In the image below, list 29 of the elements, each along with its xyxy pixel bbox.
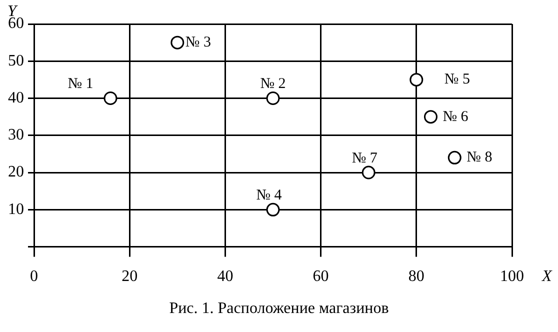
text: Рис. 1. Расположение магазинов <box>168 300 390 318</box>
point <box>362 166 376 180</box>
x-axis-title: X <box>541 268 553 286</box>
annotation: № 5 <box>444 72 470 88</box>
point <box>448 150 462 164</box>
annotation: № 1 <box>68 76 94 92</box>
annotation: № 3 <box>185 34 211 51</box>
annotation: № 8 <box>466 150 492 166</box>
x-tick-label: 20 <box>122 268 138 286</box>
x-tick-label: 0 <box>30 268 38 286</box>
y-tick-label: 30 <box>8 126 24 144</box>
point <box>266 202 280 216</box>
y-tick-label: 50 <box>8 52 24 70</box>
y-tick-label: 40 <box>8 89 24 106</box>
y-tick-label: 20 <box>8 164 24 181</box>
point <box>266 92 280 106</box>
x-tick-label: 40 <box>217 268 234 286</box>
x-tick-label: 80 <box>408 268 424 286</box>
point <box>410 72 424 86</box>
annotation: № 6 <box>442 108 469 125</box>
x-tick-label: 60 <box>312 268 329 286</box>
point <box>104 92 118 106</box>
annotation: № 2 <box>260 76 286 92</box>
point <box>170 36 184 50</box>
annotation: № 4 <box>256 188 282 204</box>
y-tick-label: 10 <box>8 200 24 218</box>
annotation: № 7 <box>352 150 378 166</box>
point <box>424 110 438 124</box>
x-tick-label: 100 <box>500 268 524 286</box>
